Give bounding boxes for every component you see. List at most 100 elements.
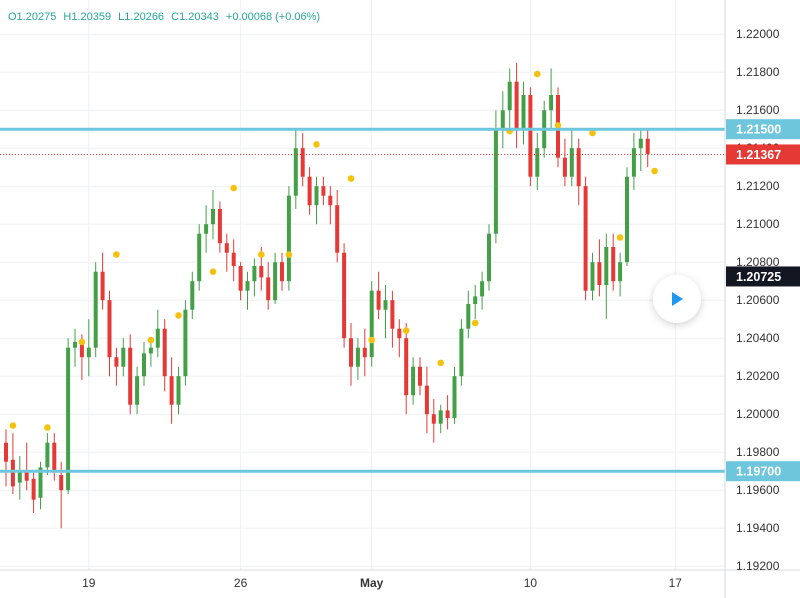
y-tick-label: 1.22000 [736, 27, 780, 41]
y-tick-label: 1.20200 [736, 369, 780, 383]
signal-marker [285, 251, 293, 258]
ohlc-low: L1.20266 [118, 11, 165, 23]
candle-down [169, 376, 174, 405]
ohlc-high: H1.20359 [63, 11, 112, 23]
play-button[interactable] [653, 275, 701, 323]
last-price-tag-bg [726, 144, 800, 165]
candle-down [342, 252, 347, 339]
candle-up [411, 366, 416, 396]
signal-marker [554, 122, 562, 129]
candle-up [190, 281, 195, 310]
candle-up [473, 296, 478, 304]
candle-down [362, 347, 367, 358]
level-price-tag-bg [726, 461, 800, 482]
candle-down [418, 366, 422, 386]
signal-marker [651, 167, 658, 175]
candle-down [307, 176, 312, 206]
candle-down [583, 186, 588, 291]
candle-up [45, 442, 50, 468]
y-tick-label: 1.21800 [736, 65, 780, 79]
signal-marker [78, 338, 86, 346]
y-tick-label: 1.19200 [736, 559, 780, 573]
signal-marker [230, 184, 237, 192]
candle-up [148, 347, 153, 354]
candle-down [238, 266, 243, 291]
candle-up [493, 129, 498, 234]
candle-down [100, 271, 105, 301]
ohlc-close: C1.20343 [171, 11, 219, 23]
candle-down [31, 478, 36, 500]
candle-up [176, 376, 181, 405]
y-tick-label: 1.21200 [736, 179, 780, 193]
signal-marker [313, 141, 320, 148]
candle-up [625, 176, 629, 263]
x-tick-label: 26 [234, 576, 248, 590]
candle-down [645, 138, 650, 154]
candle-down [349, 338, 353, 367]
x-tick-label: 10 [524, 576, 538, 590]
ohlc-open: O1.20275 [8, 11, 57, 23]
signal-marker [44, 424, 51, 431]
candle-up [500, 110, 505, 130]
candle-up [507, 81, 512, 111]
signal-marker [402, 327, 410, 334]
y-tick-label: 1.19400 [736, 521, 780, 535]
candle-down [376, 290, 381, 310]
candle-down [431, 414, 436, 424]
ohlc-readout: O1.20275 H1.20359 L1.20266 C1.20343 +0.0… [8, 11, 324, 23]
candle-down [4, 442, 8, 462]
candle-up [590, 262, 595, 291]
candle-up [383, 300, 388, 310]
candle-down [528, 95, 533, 177]
candle-down [59, 475, 64, 491]
candle-up [452, 376, 457, 418]
candle-down [404, 338, 409, 396]
candle-up [314, 186, 319, 206]
candle-up [466, 304, 471, 329]
signal-marker [147, 336, 155, 344]
x-tick-label: 19 [82, 576, 96, 590]
candle-up [121, 347, 126, 367]
candle-up [86, 347, 91, 358]
signal-marker [616, 234, 624, 241]
candle-up [487, 233, 491, 282]
candle-up [197, 233, 202, 282]
last-price-tag: 1.21367 [736, 148, 781, 162]
candle-up [66, 347, 71, 491]
signal-marker [9, 422, 17, 429]
y-tick-label: 1.20000 [736, 407, 780, 421]
candle-up [211, 209, 215, 225]
signal-marker [258, 251, 265, 258]
candle-up [286, 195, 291, 282]
candle-down [562, 157, 567, 177]
candle-up [631, 148, 636, 177]
signal-marker [113, 251, 120, 258]
y-tick-label: 1.19800 [736, 445, 780, 459]
x-tick-label: May [360, 576, 384, 590]
signal-marker [347, 175, 355, 182]
candle-up [638, 138, 643, 149]
candle-down [328, 195, 333, 206]
candle-down [162, 328, 167, 377]
y-tick-label: 1.21600 [736, 103, 780, 117]
candle-down [79, 342, 84, 358]
candle-down [321, 186, 326, 196]
y-tick-label: 1.20600 [736, 293, 780, 307]
candle-down [24, 471, 29, 481]
level-price-tag: 1.21500 [736, 123, 781, 137]
signal-marker [471, 319, 479, 327]
candle-down [597, 262, 602, 285]
candle-up [204, 224, 209, 234]
level-price-tag-bg [726, 119, 800, 140]
signal-marker [368, 336, 376, 344]
candle-up [142, 353, 146, 377]
candle-down [424, 385, 429, 415]
candle-up [38, 467, 43, 498]
candle-down [397, 328, 402, 339]
candle-up [135, 376, 140, 405]
play-icon [672, 292, 683, 306]
candle-up [355, 347, 360, 367]
candle-down [217, 209, 222, 244]
